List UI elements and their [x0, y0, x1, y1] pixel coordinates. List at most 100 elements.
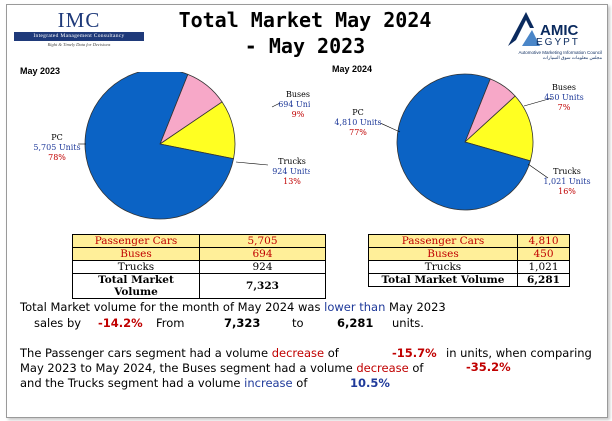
segment-text: of [412, 361, 424, 375]
table-row: Buses 694 [72, 247, 326, 261]
summary-units: units. [392, 316, 424, 330]
segment-decrease-word: decrease [356, 361, 409, 375]
slice-units-trucks: 1,021 Units [543, 177, 590, 186]
leader-line-pc [377, 121, 401, 133]
slice-units-buses: 450 Units [544, 93, 584, 102]
leader-line-buses [271, 102, 281, 108]
table-row: Total Market Volume 7,323 [72, 273, 326, 299]
segment-text: of [327, 346, 339, 360]
imc-logo-name: IMC [57, 8, 101, 32]
slice-units-pc: 4,810 Units [334, 118, 381, 127]
table-row: Passenger Cars 5,705 [72, 234, 326, 248]
amic-logo-name: AMIC [540, 22, 579, 39]
row-label: Total Market Volume [368, 273, 518, 287]
row-value: 450 [517, 247, 570, 261]
pie-slice-pc [396, 73, 531, 211]
pie-slice-trucks [464, 95, 534, 162]
table-row: Trucks 924 [72, 260, 326, 274]
slice-units-trucks: 924 Units [272, 167, 310, 176]
row-value: 924 [199, 260, 326, 274]
summary-line-1: Total Market volume for the month of May… [20, 300, 446, 314]
row-label: Buses [72, 247, 200, 261]
slice-pct-trucks: 13% [283, 177, 301, 186]
row-label: Passenger Cars [72, 234, 200, 248]
summary-text: sales by [34, 316, 82, 330]
segment-pc-pct: -15.7% [392, 346, 437, 360]
table-row: Trucks 1,021 [368, 260, 570, 274]
leader-line-buses [523, 97, 553, 107]
segment-text: of [296, 376, 308, 390]
summary-from: From [156, 316, 185, 330]
summary-line-2: sales by [34, 316, 81, 330]
summary-text: Total Market volume for the month of May… [20, 300, 321, 314]
slice-units-pc: 5,705 Units [33, 143, 80, 152]
slice-name-buses: Buses [286, 90, 310, 99]
chart-title-may2024: May 2024 [332, 64, 373, 74]
table-row: Total Market Volume 6,281 [368, 273, 570, 287]
segment-truck-pct: 10.5% [350, 376, 390, 390]
row-value: 7,323 [199, 273, 326, 299]
segment-increase-word: increase [244, 376, 293, 390]
summary-pct: -14.2% [98, 316, 143, 330]
table-may2024: Passenger Cars 4,810 Buses 450 Trucks 1,021… [368, 234, 570, 287]
pie-slice-trucks [158, 101, 236, 160]
segment-text: May 2023 to May 2024, the Buses segment … [20, 361, 353, 375]
segment-text-tail: in units, when comparing [446, 346, 592, 360]
row-value: 1,021 [517, 260, 570, 274]
amic-logo-country: EGYPT [536, 37, 580, 48]
title-line-1: Total Market May 2024 [178, 8, 432, 32]
summary-value-2023: 7,323 [224, 316, 261, 330]
imc-logo-full: Integrated Management Consultancy [14, 32, 144, 41]
amic-sub-en: Automotive Marketing Information Council [518, 50, 602, 55]
amic-logo: AMIC EGYPT Automotive Marketing Informat… [504, 8, 602, 60]
leader-line-trucks [527, 163, 549, 179]
slice-name-buses: Buses [552, 83, 576, 92]
row-value: 5,705 [199, 234, 326, 248]
summary-lower-than: lower than [324, 300, 386, 314]
title-line-2: - May 2023 [244, 34, 366, 58]
amic-mountain-icon [508, 12, 540, 46]
segment-text: and the Trucks segment had a volume [20, 376, 241, 390]
page-title: Total Market May 2024 - May 2023 [150, 7, 460, 59]
slice-pct-trucks: 16% [558, 187, 576, 196]
chart-title-may2023: May 2023 [20, 66, 61, 76]
slice-pct-buses: 9% [292, 110, 305, 119]
row-label: Total Market Volume [72, 273, 200, 299]
row-value: 694 [199, 247, 326, 261]
row-value: 4,810 [517, 234, 570, 248]
summary-to: to [292, 316, 304, 330]
segment-text: The Passenger cars segment had a volume [20, 346, 269, 360]
table-row: Passenger Cars 4,810 [368, 234, 570, 248]
table-row: Buses 450 [368, 247, 570, 261]
amic-sub-ar: مجلس معلومات سوق السيارات [542, 55, 602, 60]
slice-name-trucks: Trucks [553, 167, 581, 176]
slice-name-pc: PC [51, 133, 63, 142]
pie-slice-pc [84, 72, 235, 220]
row-label: Trucks [72, 260, 200, 274]
slice-pct-pc: 77% [349, 128, 367, 137]
segment-line-2: May 2023 to May 2024, the Buses segment … [20, 361, 423, 375]
segment-line-1: The Passenger cars segment had a volume … [20, 346, 339, 360]
slide-frame [6, 4, 608, 418]
slice-pct-buses: 7% [558, 103, 571, 112]
imc-logo: IMC Integrated Management Consultancy Ri… [14, 8, 144, 50]
slice-pct-pc: 78% [48, 153, 66, 162]
slice-units-buses: 694 Units [278, 100, 310, 109]
segment-decrease-word: decrease [271, 346, 325, 360]
leader-line-trucks [235, 161, 269, 166]
summary-value-2024: 6,281 [337, 316, 374, 330]
row-label: Buses [368, 247, 518, 261]
table-may2023: Passenger Cars 5,705 Buses 694 Trucks 924 T… [72, 234, 326, 299]
slice-name-trucks: Trucks [278, 157, 306, 166]
amic-logo-subtitle: Automotive Marketing Information Council… [504, 50, 602, 60]
segment-line-3: and the Trucks segment had a volume incr… [20, 376, 307, 390]
imc-logo-tagline: Right & Timely Data for Decisions [47, 42, 111, 47]
slice-name-pc: PC [352, 108, 364, 117]
row-value: 6,281 [517, 273, 570, 287]
segment-bus-pct: -35.2% [466, 360, 511, 374]
summary-text: May 2023 [389, 300, 446, 314]
row-label: Passenger Cars [368, 234, 518, 248]
